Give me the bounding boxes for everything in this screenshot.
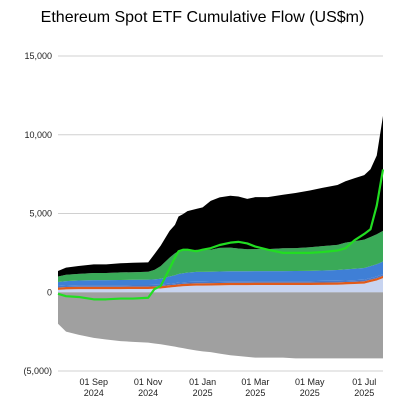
area-series-0 [58, 292, 383, 359]
area-series-6 [58, 115, 383, 277]
x-tick-label: 01 Sep [79, 377, 108, 387]
y-tick-label: 15,000 [24, 51, 52, 61]
x-tick-label: 01 Jan [189, 377, 216, 387]
area-series-1 [58, 278, 383, 293]
area-series-4 [58, 261, 383, 286]
x-tick-year: 2025 [300, 388, 320, 398]
area-series-2 [58, 275, 383, 290]
x-tick-year: 2025 [245, 388, 265, 398]
net-flow-line [57, 169, 385, 301]
y-tick-label: 0 [47, 287, 52, 297]
x-tick-label: 01 Mar [241, 377, 269, 387]
x-tick-label: 01 Jul [352, 377, 376, 387]
x-tick-year: 2024 [138, 388, 158, 398]
y-tick-label: 5,000 [29, 209, 52, 219]
area-series-3 [58, 274, 383, 288]
y-tick-label: 10,000 [24, 130, 52, 140]
x-tick-label: 01 May [295, 377, 325, 387]
area-series-5 [58, 230, 383, 283]
x-tick-year: 2025 [354, 388, 374, 398]
chart-title: Ethereum Spot ETF Cumulative Flow (US$m) [40, 9, 365, 26]
x-tick-year: 2025 [193, 388, 213, 398]
x-tick-label: 01 Nov [134, 377, 163, 387]
y-tick-label: (5,000) [23, 366, 52, 376]
x-tick-year: 2024 [84, 388, 104, 398]
